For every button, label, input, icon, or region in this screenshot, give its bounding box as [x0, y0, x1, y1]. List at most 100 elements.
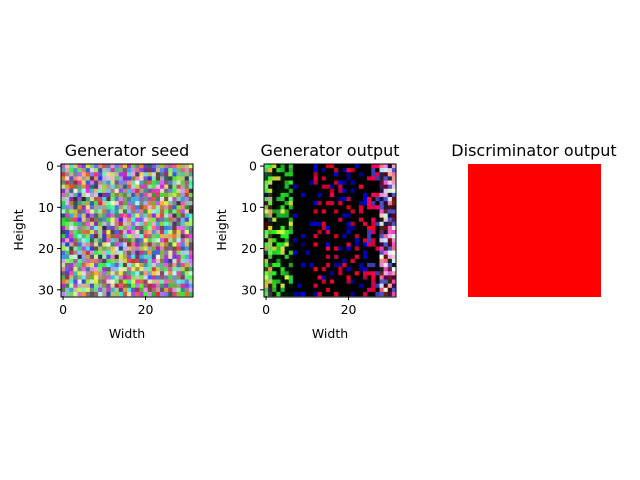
heatmap-cell	[131, 188, 136, 194]
heatmap-cell	[151, 283, 157, 289]
heatmap-cell	[122, 213, 128, 218]
heatmap-cell	[330, 279, 335, 284]
heatmap-cell	[118, 209, 124, 214]
heatmap-cell	[305, 164, 310, 169]
heatmap-cell	[292, 263, 298, 268]
heatmap-cell	[94, 180, 99, 185]
heatmap-cell	[122, 230, 128, 235]
heatmap-cell	[135, 291, 140, 297]
heatmap-cell	[106, 168, 111, 173]
heatmap-cell	[89, 234, 95, 239]
heatmap-cell	[264, 242, 269, 247]
heatmap-cell	[61, 217, 66, 223]
heatmap-cell	[139, 246, 144, 251]
heatmap-cell	[375, 283, 380, 289]
heatmap-cell	[330, 213, 335, 218]
heatmap-cell	[188, 238, 194, 243]
heatmap-cell	[65, 246, 70, 251]
heatmap-cell	[264, 234, 269, 239]
heatmap-cell	[391, 275, 397, 280]
heatmap-cell	[371, 246, 376, 251]
heatmap-cell	[127, 168, 132, 173]
heatmap-cell	[264, 201, 269, 206]
heatmap-cell	[168, 188, 173, 194]
heatmap-cell	[139, 234, 144, 239]
heatmap-cell	[354, 192, 360, 198]
heatmap-cell	[334, 275, 339, 280]
heatmap-cell	[147, 197, 153, 202]
heatmap-cell	[350, 246, 356, 251]
heatmap-cell	[276, 201, 281, 206]
heatmap-cell	[69, 168, 74, 173]
heatmap-cell	[305, 168, 310, 173]
heatmap-cell	[131, 291, 136, 297]
heatmap-cell	[114, 230, 120, 235]
heatmap-cell	[268, 168, 273, 173]
heatmap-cell	[106, 176, 111, 181]
heatmap-cell	[297, 192, 302, 198]
heatmap-cell	[110, 275, 115, 280]
heatmap-cell	[346, 213, 351, 218]
heatmap-cell	[73, 291, 78, 297]
heatmap-cell	[272, 250, 277, 256]
heatmap-cell	[122, 246, 128, 251]
heatmap-cell	[81, 176, 87, 181]
heatmap-cell	[358, 180, 364, 185]
heatmap-cell	[387, 197, 393, 202]
heatmap-cell	[313, 188, 318, 194]
heatmap-cell	[264, 291, 269, 297]
heatmap-cell	[301, 209, 306, 214]
heatmap-cell	[321, 242, 327, 247]
heatmap-cell	[371, 250, 376, 256]
heatmap-cell	[77, 267, 82, 272]
heatmap-cell	[375, 184, 380, 190]
heatmap-cell	[297, 209, 302, 214]
heatmap-cell	[358, 283, 364, 289]
heatmap-cell	[317, 205, 323, 210]
heatmap-cell	[276, 291, 281, 297]
heatmap-cell	[292, 250, 298, 256]
heatmap-cell	[89, 271, 95, 276]
heatmap-cell	[155, 234, 161, 239]
heatmap-cell	[346, 238, 351, 243]
heatmap-cell	[317, 283, 323, 289]
heatmap-cell	[188, 287, 194, 293]
heatmap-cell	[172, 275, 177, 280]
heatmap-cell	[89, 283, 95, 289]
heatmap-cell	[391, 267, 397, 272]
heatmap-cell	[160, 283, 165, 289]
heatmap-cell	[172, 258, 177, 264]
heatmap-cell	[155, 164, 161, 169]
heatmap-cell	[114, 238, 120, 243]
heatmap-cell	[73, 213, 78, 218]
heatmap-cell	[85, 291, 91, 297]
heatmap-cell	[284, 238, 290, 243]
heatmap-cell	[127, 180, 132, 185]
heatmap-cell	[85, 213, 91, 218]
heatmap-cell	[89, 258, 95, 264]
heatmap-cell	[338, 221, 343, 227]
heatmap-cell	[127, 287, 132, 293]
heatmap-cell	[176, 246, 181, 251]
heatmap-cell	[346, 250, 351, 256]
heatmap-cell	[168, 164, 173, 169]
heatmap-cell	[292, 168, 298, 173]
heatmap-cell	[131, 217, 136, 223]
heatmap-cell	[98, 267, 103, 272]
heatmap-cell	[106, 205, 111, 210]
heatmap-cell	[280, 234, 285, 239]
heatmap-cell	[147, 258, 153, 264]
heatmap-cell	[272, 221, 277, 227]
heatmap-cell	[297, 164, 302, 169]
heatmap-cell	[94, 263, 99, 268]
heatmap-cell	[363, 230, 368, 235]
heatmap-cell	[317, 221, 323, 227]
heatmap-cell	[342, 291, 347, 297]
heatmap-cell	[94, 258, 99, 264]
heatmap-cell	[168, 279, 173, 284]
heatmap-cell	[309, 246, 314, 251]
heatmap-cell	[73, 201, 78, 206]
heatmap-cell	[180, 188, 186, 194]
heatmap-cell	[268, 238, 273, 243]
